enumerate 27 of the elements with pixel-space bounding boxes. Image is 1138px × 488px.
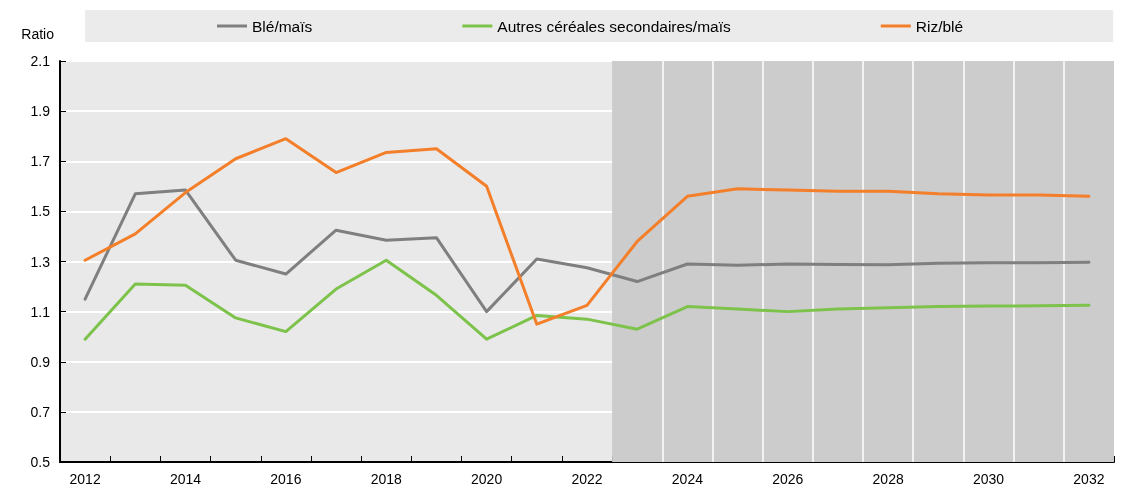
y-tick-label: 0.9 bbox=[30, 353, 51, 370]
legend-label: Riz/blé bbox=[915, 17, 964, 35]
y-tick-label: 1.5 bbox=[30, 203, 51, 220]
x-tick-label: 2028 bbox=[872, 471, 904, 487]
y-tick-label: 1.3 bbox=[30, 253, 51, 270]
x-tick-label: 2020 bbox=[471, 471, 503, 487]
line-series bbox=[83, 258, 1091, 341]
y-tick-label: 1.9 bbox=[30, 103, 51, 120]
x-tick-label: 2030 bbox=[972, 471, 1005, 487]
y-tick-label: 2.1 bbox=[30, 53, 51, 69]
legend-label: Blé/maïs bbox=[252, 17, 313, 35]
x-tick-label: 2024 bbox=[671, 471, 704, 487]
y-tick-label: 0.7 bbox=[30, 403, 51, 420]
x-tick-label: 2026 bbox=[772, 471, 804, 487]
y-axis-title: Ratio bbox=[21, 26, 55, 42]
x-tick-label: 2018 bbox=[370, 471, 403, 487]
x-tick-label: 2012 bbox=[69, 471, 101, 487]
line-series bbox=[83, 137, 1091, 326]
y-tick-label: 1.7 bbox=[30, 153, 51, 170]
x-tick-label: 2032 bbox=[1073, 471, 1105, 487]
line-series bbox=[83, 188, 1091, 314]
x-tick-label: 2014 bbox=[169, 471, 202, 487]
legend-label: Autres céréales secondaires/maïs bbox=[497, 17, 732, 35]
x-tick-label: 2022 bbox=[571, 471, 603, 487]
y-tick-label: 1.1 bbox=[30, 303, 51, 320]
x-tick-label: 2016 bbox=[270, 471, 302, 487]
y-tick-label: 0.5 bbox=[30, 454, 51, 470]
